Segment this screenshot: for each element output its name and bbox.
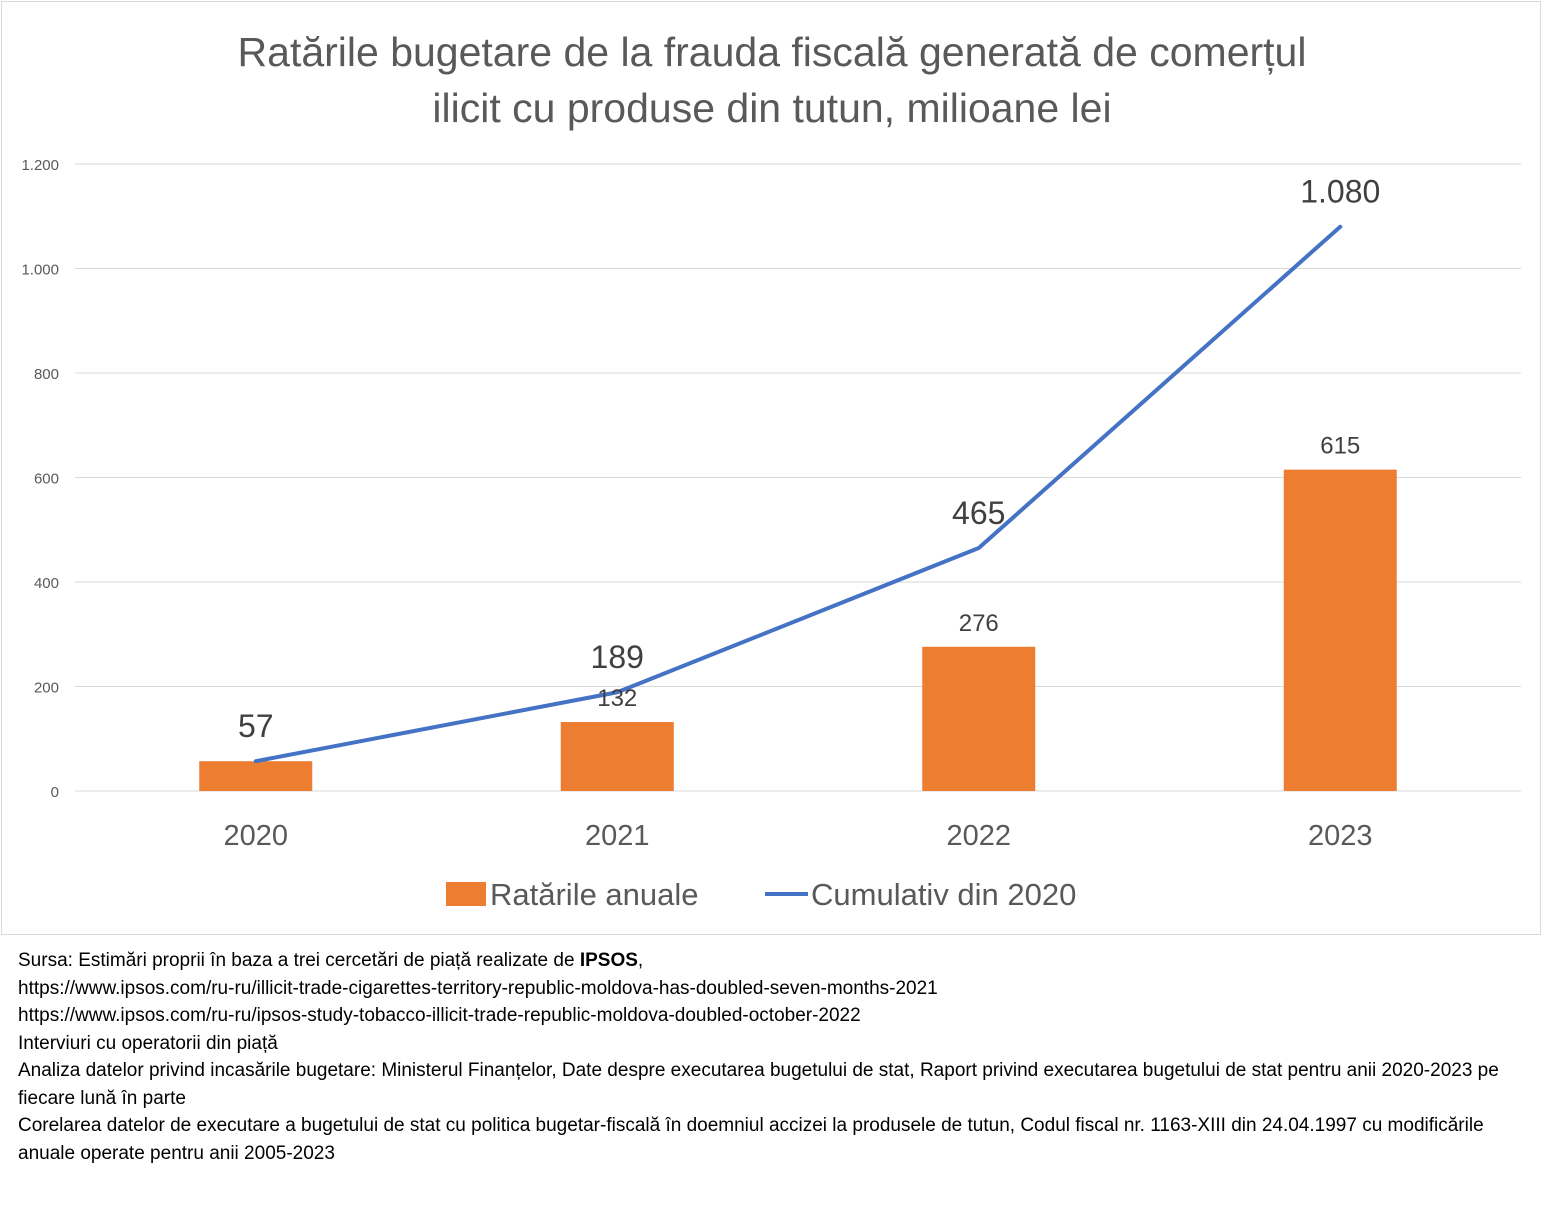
line-label-2020: 57	[238, 708, 274, 744]
source-notes: Sursa: Estimări proprii în baza a trei c…	[18, 947, 1528, 1167]
y-tick-label: 1.200	[21, 157, 59, 174]
source-line-1: Sursa: Estimări proprii în baza a trei c…	[18, 947, 1528, 975]
line-point-2021	[615, 690, 619, 694]
bar-2023	[1283, 469, 1397, 791]
x-tick-label-2022: 2022	[946, 820, 1011, 852]
source-link-2: https://www.ipsos.com/ru-ru/ipsos-study-…	[18, 1005, 861, 1026]
line-label-2023: 1.080	[1300, 174, 1380, 210]
source-budget-analysis: Analiza datelor privind incasările buget…	[18, 1060, 1499, 1109]
y-tick-label: 0	[51, 784, 59, 801]
x-tick-label-2020: 2020	[223, 820, 288, 852]
legend-bar-label: Ratările anuale	[490, 877, 699, 912]
bar-label-2022: 276	[959, 610, 999, 637]
source-prefix: Sursa: Estimări proprii în baza a trei c…	[18, 950, 580, 971]
bar-label-2021: 132	[597, 685, 637, 712]
source-comma: ,	[637, 950, 644, 971]
y-tick-label: 200	[34, 680, 59, 697]
source-link-1: https://www.ipsos.com/ru-ru/illicit-trad…	[18, 977, 938, 999]
line-label-2021: 189	[591, 639, 644, 675]
y-tick-label: 600	[34, 471, 59, 488]
y-tick-label: 800	[34, 366, 59, 383]
x-tick-label-2023: 2023	[1308, 820, 1373, 852]
chart-title-line-1: Ratările bugetare de la frauda fiscală g…	[237, 29, 1307, 75]
chart-title-line-2: ilicit cu produse din tutun, milioane le…	[432, 85, 1112, 131]
y-tick-label: 400	[34, 575, 59, 592]
source-ipsos: IPSOS	[579, 950, 638, 971]
bar-2021	[560, 722, 674, 791]
line-point-2020	[254, 759, 258, 763]
source-correlation: Corelarea datelor de executare a bugetul…	[18, 1115, 1484, 1164]
legend-bar-swatch	[446, 882, 486, 906]
source-interviews: Interviuri cu operatorii din piață	[18, 1032, 278, 1054]
chart-title: Ratările bugetare de la frauda fiscală g…	[0, 24, 1544, 136]
line-point-2023	[1338, 225, 1342, 229]
bar-label-2023: 615	[1320, 433, 1360, 460]
legend-line-label: Cumulativ din 2020	[811, 877, 1076, 912]
chart-plot: 0 200 400 600 800 1.000 1.200 132 276 615 57 189 465…	[21, 157, 1521, 912]
y-tick-label: 1.000	[21, 262, 59, 279]
bar-2020	[199, 761, 313, 791]
line-point-2022	[977, 546, 981, 550]
cumulative-line	[253, 224, 1343, 764]
x-tick-label-2021: 2021	[585, 820, 650, 852]
line-label-2022: 465	[952, 495, 1005, 531]
bar-2022	[922, 646, 1036, 791]
